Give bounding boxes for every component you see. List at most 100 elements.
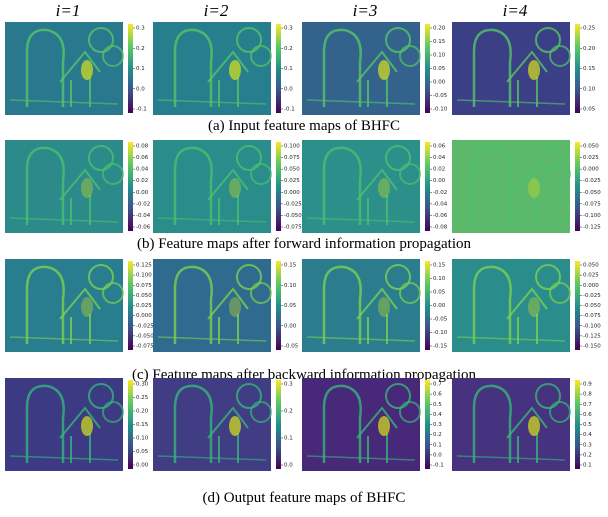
colorbar-tick-label: -0.075 bbox=[136, 344, 154, 350]
heatmap-structure bbox=[236, 145, 262, 171]
colorbar-tick-label: 0.1 bbox=[136, 66, 145, 72]
colorbar-tick-label: 0.05 bbox=[433, 290, 446, 296]
feature-map: 0.3 0.2 0.1 0.0 bbox=[153, 378, 293, 471]
colorbar bbox=[575, 142, 580, 231]
heatmap-structure bbox=[385, 145, 411, 171]
heatmap-highlight bbox=[378, 297, 390, 317]
colorbar-tick-label: 0.4 bbox=[433, 412, 442, 418]
caption: (d) Output feature maps of BHFC bbox=[203, 490, 406, 506]
colorbar bbox=[276, 24, 281, 113]
colorbar-tick-label: 0.05 bbox=[583, 107, 596, 113]
heatmap-structure bbox=[535, 383, 561, 409]
colorbar-tick-label: 0.05 bbox=[433, 66, 446, 72]
heatmap-structure bbox=[88, 383, 114, 409]
colorbar-tick-label: 0.025 bbox=[284, 178, 300, 184]
heatmap-structure bbox=[322, 265, 362, 344]
colorbar-tick-label: -0.050 bbox=[284, 213, 302, 219]
colorbar-tick-label: -0.025 bbox=[284, 201, 302, 207]
colorbar bbox=[575, 261, 580, 350]
heatmap-structure bbox=[549, 401, 571, 423]
colorbar-tick-label: -0.025 bbox=[583, 293, 601, 299]
colorbar-tick-label: 0.20 bbox=[136, 409, 149, 415]
heatmap-structure bbox=[399, 282, 421, 304]
colorbar bbox=[425, 261, 430, 350]
colorbar-tick-label: -0.02 bbox=[433, 190, 447, 196]
heatmap-structure bbox=[456, 217, 566, 223]
column-header: i=4 bbox=[503, 1, 528, 20]
colorbar-tick-label: 0.25 bbox=[583, 26, 596, 32]
heatmap-structure bbox=[173, 384, 213, 463]
heatmap-highlight bbox=[81, 178, 93, 198]
heatmap-structure bbox=[157, 455, 267, 461]
heatmap-structure bbox=[9, 455, 119, 461]
heatmap-structure bbox=[549, 282, 571, 304]
colorbar bbox=[575, 24, 580, 113]
heatmap-structure bbox=[472, 146, 512, 225]
colorbar-tick-label: 0.00 bbox=[433, 178, 446, 184]
colorbar-tick-label: 0.06 bbox=[433, 144, 446, 150]
heatmap-structure bbox=[535, 264, 561, 290]
heatmap-structure bbox=[472, 28, 512, 107]
colorbar-tick-label: -0.125 bbox=[583, 333, 601, 339]
colorbar-tick-label: 0.2 bbox=[136, 46, 145, 52]
heatmap-structure bbox=[322, 28, 362, 107]
heatmap-structure bbox=[250, 401, 272, 423]
heatmap-highlight bbox=[229, 60, 241, 80]
heatmap-highlight bbox=[81, 297, 93, 317]
colorbar-tick-label: -0.15 bbox=[433, 344, 448, 350]
colorbar-tick-label: 0.025 bbox=[136, 303, 152, 309]
colorbar-tick-label: 0.000 bbox=[284, 190, 300, 196]
colorbar-tick-label: 0.6 bbox=[433, 392, 442, 398]
colorbar-tick-label: -0.05 bbox=[284, 344, 299, 350]
heatmap-structure bbox=[25, 146, 65, 225]
colorbar-tick-label: -0.02 bbox=[136, 201, 150, 207]
colorbar-tick-label: 0.08 bbox=[136, 144, 149, 150]
heatmap-highlight bbox=[229, 416, 241, 436]
colorbar-tick-label: -0.1 bbox=[433, 463, 444, 469]
heatmap-structure bbox=[173, 265, 213, 344]
colorbar bbox=[128, 24, 133, 113]
colorbar-tick-label: 0.7 bbox=[583, 402, 592, 408]
colorbar-tick-label: -0.125 bbox=[583, 225, 601, 231]
colorbar-tick-label: 0.5 bbox=[433, 402, 442, 408]
colorbar bbox=[575, 380, 580, 469]
colorbar-tick-label: -0.075 bbox=[583, 201, 601, 207]
colorbar-tick-label: -0.050 bbox=[136, 333, 154, 339]
heatmap-highlight bbox=[229, 178, 241, 198]
heatmap-structure bbox=[306, 455, 416, 461]
colorbar-tick-label: -0.06 bbox=[136, 225, 151, 231]
heatmap-structure bbox=[157, 99, 267, 105]
colorbar-tick-label: -0.050 bbox=[583, 190, 601, 196]
colorbar bbox=[128, 142, 133, 231]
colorbar-tick-label: 0.100 bbox=[284, 144, 300, 150]
colorbar-tick-label: -0.150 bbox=[583, 344, 601, 350]
colorbar-tick-label: -0.04 bbox=[136, 213, 151, 219]
heatmap-structure bbox=[88, 27, 114, 53]
colorbar-tick-label: 0.10 bbox=[136, 436, 149, 442]
heatmap-structure bbox=[549, 45, 571, 67]
colorbar-tick-label: -0.025 bbox=[136, 323, 154, 329]
colorbar bbox=[276, 261, 281, 350]
heatmap-structure bbox=[102, 401, 124, 423]
colorbar bbox=[128, 261, 133, 350]
column-header: i=3 bbox=[353, 1, 378, 20]
colorbar-tick-label: 0.050 bbox=[583, 144, 599, 150]
colorbar-tick-label: 0.05 bbox=[136, 449, 149, 455]
heatmap-structure bbox=[236, 27, 262, 53]
heatmap-highlight bbox=[378, 60, 390, 80]
feature-map: 0.100 0.075 0.050 0.025 0.000 -0.025 -0.050 -0.… bbox=[153, 140, 302, 233]
heatmap-structure bbox=[306, 217, 416, 223]
heatmap-structure bbox=[399, 45, 421, 67]
colorbar-tick-label: -0.075 bbox=[284, 225, 302, 231]
colorbar-tick-label: 0.3 bbox=[284, 382, 293, 388]
heatmap-structure bbox=[535, 27, 561, 53]
heatmap-structure bbox=[88, 145, 114, 171]
colorbar-tick-label: 0.100 bbox=[136, 273, 152, 279]
feature-map: 0.30 0.25 0.20 0.15 0.10 0.05 0.00 bbox=[5, 378, 149, 471]
feature-map: 0.050 0.025 0.000 -0.025 -0.050 -0.075 -0.100 -… bbox=[452, 259, 601, 352]
colorbar-tick-label: 0.10 bbox=[583, 86, 596, 92]
colorbar-tick-label: 0.0 bbox=[284, 86, 293, 92]
colorbar-tick-label: 0.000 bbox=[583, 167, 599, 173]
colorbar-tick-label: 0.30 bbox=[136, 382, 149, 388]
